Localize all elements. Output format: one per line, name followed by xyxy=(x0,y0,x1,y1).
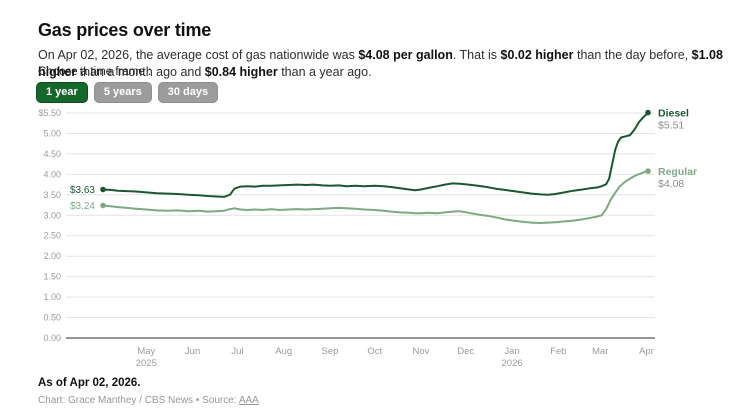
y-tick-label: 2.50 xyxy=(43,231,61,241)
series-end-dot-regular xyxy=(645,168,651,174)
y-tick-label: 0.00 xyxy=(43,333,61,343)
x-tick-label: Mar xyxy=(592,346,608,357)
series-end-value-diesel: $5.51 xyxy=(658,120,684,132)
credit-text: Chart: Grace Manthey / CBS News • Source… xyxy=(38,395,239,406)
page-title: Gas prices over time xyxy=(38,20,212,41)
x-tick-label: Dec xyxy=(457,346,474,357)
timeframe-button-1-year[interactable]: 1 year xyxy=(36,82,88,104)
series-end-dot-diesel xyxy=(645,109,651,116)
x-tick-label: Nov xyxy=(413,346,430,357)
timeframe-label: Choose a time frame : xyxy=(38,66,152,78)
intro-text: On Apr 02, 2026, the average cost of gas… xyxy=(38,47,723,80)
series-start-dot-diesel xyxy=(100,186,106,193)
y-tick-label: 0.50 xyxy=(43,313,61,323)
as-of-date: As of Apr 02, 2026. xyxy=(38,377,141,389)
series-start-dot-regular xyxy=(100,202,106,209)
x-tick-label: May xyxy=(137,346,155,357)
series-end-name-regular: Regular xyxy=(658,166,697,178)
y-tick-label: 3.00 xyxy=(43,210,61,220)
x-tick-label: Jun xyxy=(185,346,200,357)
x-tick-year: 2026 xyxy=(502,358,523,369)
timeframe-buttons: 1 year 5 years 30 days xyxy=(36,82,219,104)
series-end-name-diesel: Diesel xyxy=(658,108,689,120)
source-link-aaa[interactable]: AAA xyxy=(238,395,259,406)
series-end-value-regular: $4.08 xyxy=(658,178,684,190)
series-start-value-regular: $3.24 xyxy=(70,201,95,212)
y-tick-label: 3.50 xyxy=(43,190,61,200)
chart-credit: Chart: Grace Manthey / CBS News • Source… xyxy=(38,395,259,406)
y-tick-label: 4.00 xyxy=(43,169,61,179)
y-tick-label: 4.50 xyxy=(43,149,61,159)
y-tick-label: 1.00 xyxy=(43,292,61,302)
x-tick-label: Jul xyxy=(231,346,243,357)
x-tick-label: Oct xyxy=(367,346,382,357)
x-tick-label: Apr xyxy=(639,346,654,357)
timeframe-button-30-days[interactable]: 30 days xyxy=(157,82,219,104)
x-tick-year: 2025 xyxy=(136,358,157,369)
series-line-diesel xyxy=(102,111,649,198)
x-tick-label: Feb xyxy=(550,346,566,357)
gas-price-chart: $5.50 5.00 4.50 4.00 3.50 3.00 2.50 2.00 1.50 1.0… xyxy=(0,101,750,383)
gas-price-chart-svg: $5.50 5.00 4.50 4.00 3.50 3.00 2.50 2.00 1.50 1.0… xyxy=(38,108,697,369)
series-line-regular xyxy=(102,170,649,224)
y-tick-label: $5.50 xyxy=(38,108,61,118)
series-start-value-diesel: $3.63 xyxy=(70,185,95,196)
x-tick-label: Sep xyxy=(322,346,339,357)
timeframe-button-5-years[interactable]: 5 years xyxy=(93,82,152,104)
y-tick-label: 2.00 xyxy=(43,251,61,261)
x-tick-label: Aug xyxy=(275,346,292,357)
y-tick-label: 5.00 xyxy=(43,129,61,139)
x-tick-label: Jan xyxy=(504,346,519,357)
y-tick-label: 1.50 xyxy=(43,272,61,282)
